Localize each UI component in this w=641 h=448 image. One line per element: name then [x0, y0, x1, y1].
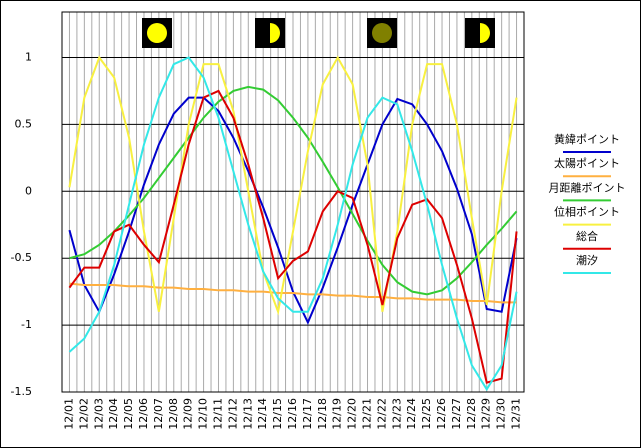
- x-tick-label: 12/13: [241, 398, 254, 430]
- y-tick-label: -0.5: [11, 251, 32, 264]
- series-line: [68, 96, 518, 325]
- x-tick-label: 12/31: [510, 398, 523, 430]
- x-tick-label: 12/07: [152, 398, 165, 430]
- series-line: [69, 85, 518, 296]
- moon-phase-icons: [142, 18, 495, 48]
- x-tick-label: 12/16: [286, 398, 299, 430]
- x-tick-label: 12/02: [77, 398, 90, 430]
- y-tick-label: 1: [25, 50, 32, 63]
- new-moon: [372, 23, 392, 43]
- legend-label: 黄緯ポイント: [554, 132, 620, 146]
- x-tick-label: 12/03: [92, 398, 105, 430]
- x-tick-label: 12/22: [375, 398, 388, 430]
- y-tick-label: 0.5: [15, 117, 33, 130]
- x-tick-label: 12/26: [435, 398, 448, 430]
- x-tick-label: 12/25: [420, 398, 433, 430]
- x-tick-label: 12/27: [450, 398, 463, 430]
- x-tick-label: 12/28: [465, 398, 478, 430]
- legend-label: 位相ポイント: [554, 205, 620, 219]
- x-tick-label: 12/20: [346, 398, 359, 430]
- x-tick-label: 12/23: [390, 398, 403, 430]
- y-tick-label: 0: [25, 184, 32, 197]
- half-moon: [270, 23, 280, 43]
- x-tick-label: 12/21: [361, 398, 374, 430]
- x-tick-label: 12/09: [182, 398, 195, 430]
- x-tick-label: 12/05: [122, 398, 135, 430]
- x-tick-label: 12/24: [405, 398, 418, 430]
- x-tick-label: 12/17: [301, 398, 314, 430]
- x-tick-label: 12/14: [256, 398, 269, 430]
- half-moon: [480, 23, 490, 43]
- x-tick-label: 12/06: [137, 398, 150, 430]
- x-tick-label: 12/18: [316, 398, 329, 430]
- y-tick-label: -1.5: [11, 385, 32, 398]
- y-tick-label: -1: [21, 318, 32, 331]
- x-tick-label: 12/19: [331, 398, 344, 430]
- series-line: [68, 56, 518, 392]
- x-tick-label: 12/30: [495, 398, 508, 430]
- x-tick-label: 12/01: [62, 398, 75, 430]
- x-tick-label: 12/08: [167, 398, 180, 430]
- legend-label: 潮汐: [576, 253, 598, 267]
- x-tick-label: 12/04: [107, 398, 120, 430]
- series-line: [69, 282, 517, 304]
- legend-label: 月距離ポイント: [549, 180, 626, 194]
- x-tick-label: 12/29: [480, 398, 493, 430]
- series-line: [68, 55, 518, 316]
- x-tick-label: 12/15: [271, 398, 284, 430]
- series-line: [68, 89, 518, 384]
- full-moon: [147, 23, 167, 43]
- legend-label: 総合: [576, 229, 598, 243]
- x-tick-label: 12/10: [197, 398, 210, 430]
- x-tick-label: 12/11: [211, 398, 224, 430]
- x-tick-label: 12/12: [226, 398, 239, 430]
- legend-label: 太陽ポイント: [554, 157, 620, 170]
